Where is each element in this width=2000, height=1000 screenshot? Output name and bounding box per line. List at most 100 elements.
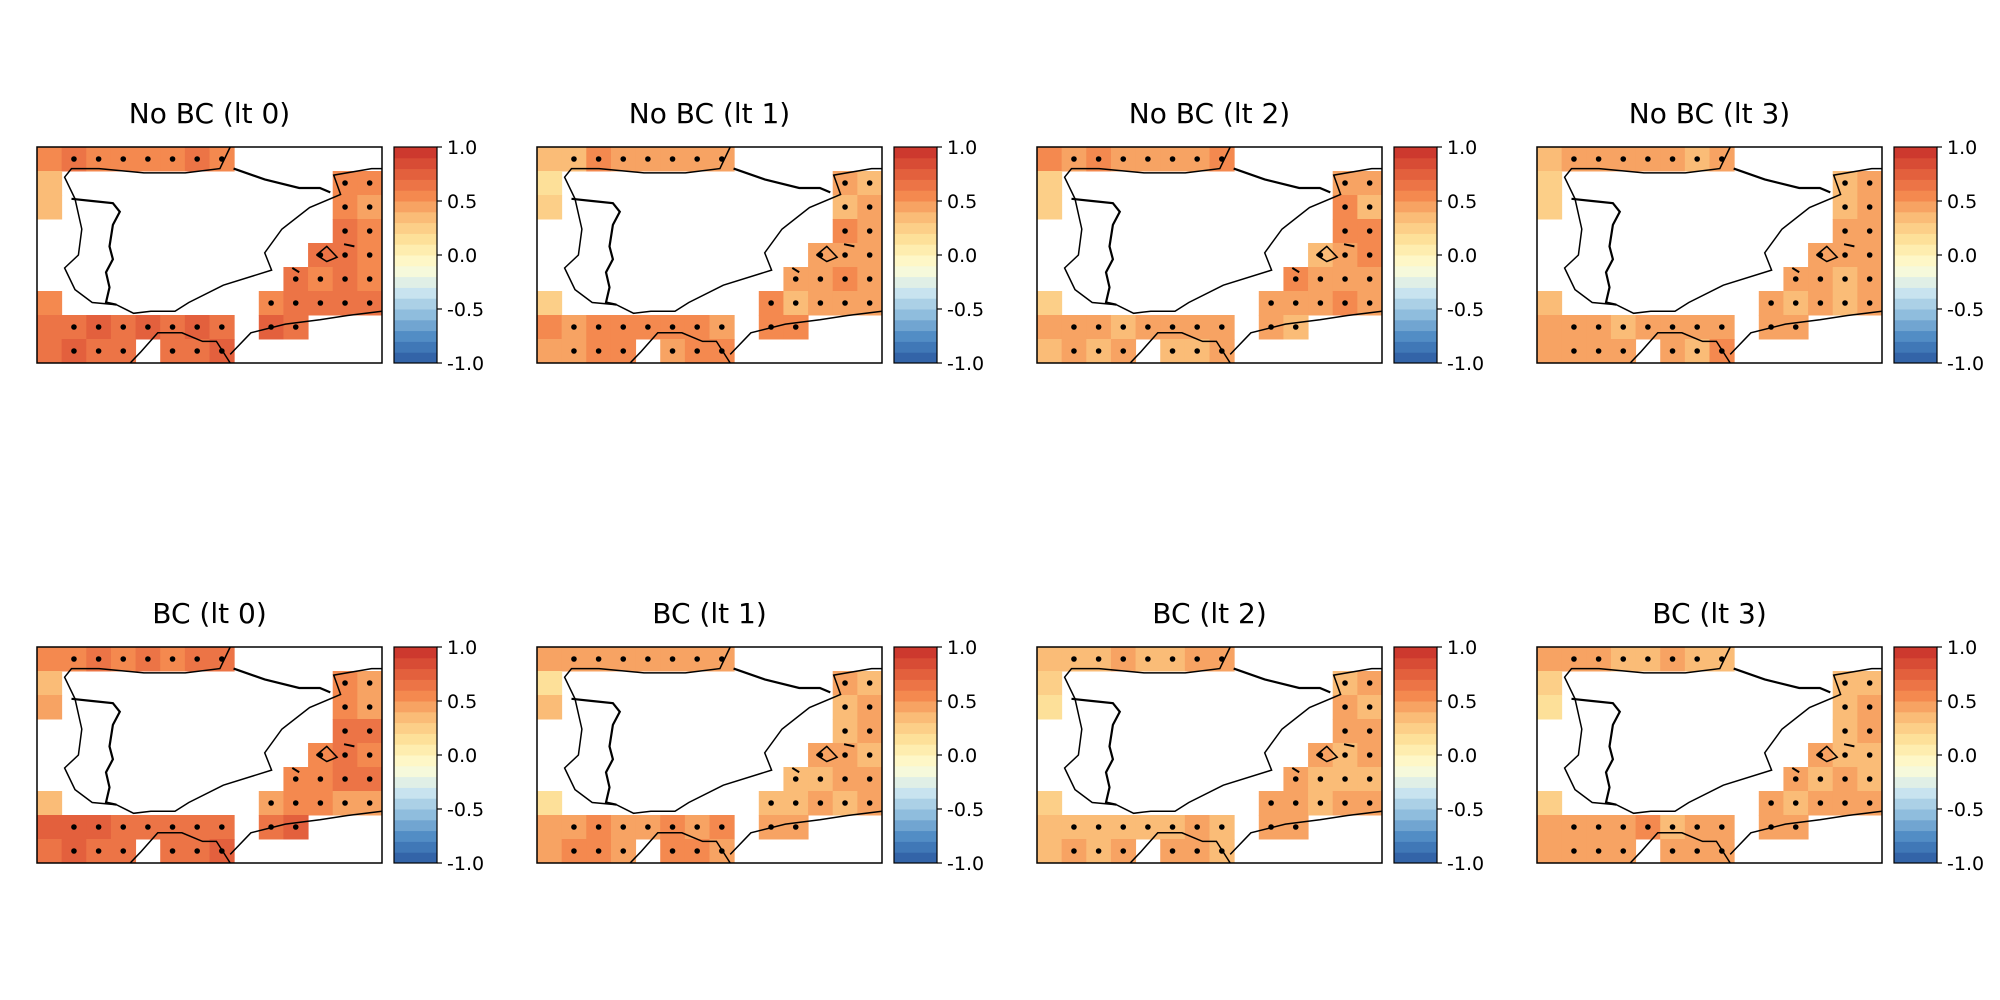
significance-dot: [866, 276, 873, 282]
significance-dot: [342, 704, 348, 710]
significance-dot: [595, 824, 602, 830]
colorbar-tick-label: 1.0: [1947, 637, 1977, 659]
map-frame: [1536, 146, 1883, 364]
significance-dot: [595, 656, 602, 662]
island-outline: [291, 267, 300, 274]
significance-dot: [817, 300, 824, 306]
grid-cell: [1537, 839, 1563, 864]
significance-dot: [1292, 824, 1299, 830]
grid-cell: [37, 647, 63, 672]
colorbar-segment: [1894, 298, 1937, 310]
colorbar: 1.0 0.5 0.0 -0.5 -1.0: [393, 137, 484, 375]
significance-dot: [1366, 252, 1373, 258]
colorbar-segment: [394, 201, 437, 213]
significance-dot: [719, 324, 725, 330]
significance-dot: [1169, 656, 1176, 662]
significance-dot: [1219, 348, 1225, 354]
colorbar-segment: [1394, 679, 1437, 691]
colorbar-segment: [1894, 690, 1937, 702]
significance-dot: [342, 204, 348, 210]
significance-dot: [366, 800, 373, 806]
island-outline: [291, 767, 300, 774]
colorbar-segment: [1394, 255, 1437, 267]
colorbar-segment: [394, 211, 437, 224]
colorbar-tick-label: 0.0: [1947, 245, 1977, 267]
significance-dot: [342, 228, 348, 234]
border-line: [571, 197, 622, 306]
significance-dot: [842, 680, 848, 686]
significance-dot: [1095, 656, 1102, 662]
significance-dot: [1595, 656, 1602, 662]
colorbar-segment: [1894, 841, 1937, 853]
colorbar-tick-label: -1.0: [947, 353, 984, 375]
significance-dot: [1669, 156, 1676, 162]
colorbar-segment: [394, 690, 437, 702]
significance-dot: [342, 680, 348, 686]
significance-dot: [366, 776, 373, 782]
colorbar-segment: [1394, 179, 1437, 191]
significance-dot: [817, 800, 824, 806]
significance-dot: [669, 156, 676, 162]
grid-cell: [1037, 171, 1063, 196]
coastline: [1129, 332, 1231, 364]
significance-dot: [1620, 348, 1627, 354]
colorbar-tick-label: -1.0: [1947, 353, 1984, 375]
colorbar-segment: [894, 287, 937, 299]
significance-dot: [1292, 276, 1299, 282]
significance-dot: [317, 800, 324, 806]
coastline: [1729, 810, 1883, 855]
significance-dot: [719, 848, 725, 854]
grid-cell: [1037, 315, 1063, 340]
colorbar-segment: [1394, 309, 1437, 321]
significance-dot: [866, 680, 873, 686]
grid-cell: [1037, 671, 1063, 696]
significance-dot: [219, 656, 225, 662]
border-line: [1071, 197, 1122, 306]
colorbar-segment: [894, 776, 937, 788]
significance-dot: [1317, 276, 1324, 282]
significance-dot: [268, 324, 274, 330]
significance-dot: [71, 656, 77, 662]
significance-dot: [866, 704, 873, 710]
panel-title: BC (lt 3): [1652, 597, 1767, 630]
significance-dot: [71, 324, 77, 330]
coastline: [729, 810, 883, 855]
significance-dot: [719, 348, 725, 354]
colorbar-tick-label: 1.0: [1947, 137, 1977, 159]
significance-dot: [571, 156, 577, 162]
island-outline: [1316, 745, 1339, 763]
significance-dot: [1817, 752, 1824, 758]
significance-dot: [1571, 156, 1577, 162]
colorbar-tick-label: -1.0: [1447, 853, 1484, 875]
colorbar-segment: [394, 330, 437, 342]
colorbar-segment: [1394, 722, 1437, 734]
colorbar-tick-label: 0.5: [1447, 191, 1477, 213]
panel-7: BC (lt 2) 1.0 0.5 0.0 -0.5 -1.0: [1036, 597, 1484, 875]
colorbar-segment: [1894, 330, 1937, 342]
significance-dot: [1719, 848, 1725, 854]
island-outline: [791, 767, 800, 774]
island-outline: [1843, 243, 1855, 248]
significance-dot: [571, 324, 577, 330]
colorbar-segment: [394, 679, 437, 691]
map-frame: [1036, 646, 1383, 864]
colorbar-segment: [894, 755, 937, 767]
significance-dot: [1145, 824, 1151, 830]
panel-title: No BC (lt 0): [129, 97, 290, 130]
panel-title: No BC (lt 2): [1129, 97, 1290, 130]
significance-dot: [1366, 180, 1373, 186]
colorbar-segment: [894, 647, 937, 659]
significance-dot: [169, 656, 176, 662]
significance-dot: [1595, 348, 1602, 354]
significance-dot: [620, 824, 627, 830]
island-outline: [791, 267, 800, 274]
colorbar-segment: [1894, 755, 1937, 767]
significance-dot: [1071, 324, 1077, 330]
colorbar-segment: [1394, 244, 1437, 256]
island-outline: [1291, 767, 1300, 774]
grid-cell: [1537, 315, 1563, 340]
grid-cell: [537, 839, 563, 864]
colorbar-segment: [894, 830, 937, 842]
significance-dot: [1620, 824, 1627, 830]
significance-dot: [1317, 776, 1324, 782]
